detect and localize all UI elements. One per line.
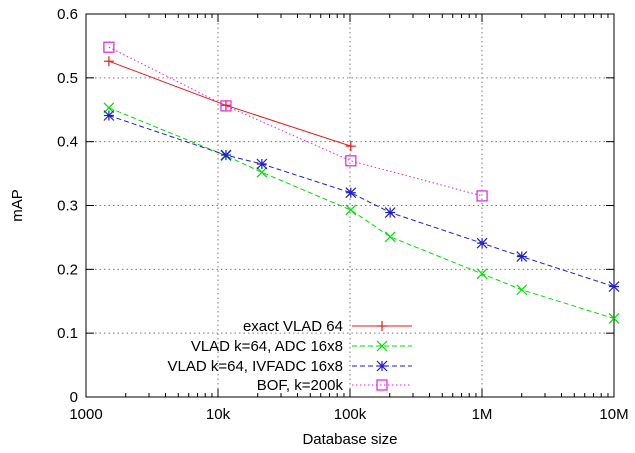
data-point	[608, 281, 620, 292]
legend: exact VLAD 64 VLAD k=64, ADC 16x8 VLAD k=6…	[167, 318, 412, 394]
legend-label: BOF, k=200k	[257, 377, 344, 394]
legend-label: VLAD k=64, IVFADC 16x8	[167, 358, 343, 375]
data-point	[384, 231, 396, 243]
data-point	[345, 141, 356, 152]
legend-label: exact VLAD 64	[243, 318, 343, 335]
data-point	[516, 251, 528, 262]
data-point	[103, 102, 115, 114]
x-tick-label: 1M	[472, 406, 493, 423]
y-tick-label: 0.3	[57, 198, 78, 215]
series-2	[103, 102, 620, 324]
data-point	[516, 284, 528, 296]
series-group	[103, 41, 620, 324]
y-tick-label: 0	[70, 389, 78, 406]
series-4	[103, 41, 488, 202]
legend-marker	[376, 340, 388, 352]
legend-entry: VLAD k=64, ADC 16x8	[191, 338, 412, 355]
data-point	[220, 100, 231, 111]
plot-frame	[85, 13, 615, 398]
legend-marker	[377, 321, 387, 331]
y-tick-label: 0.5	[57, 70, 78, 87]
grid-lines	[86, 14, 614, 397]
data-point	[476, 237, 488, 249]
series-line	[108, 115, 615, 288]
legend-entry: BOF, k=200k	[257, 377, 412, 394]
x-tick-label: 100k	[334, 406, 367, 423]
x-tick-label: 10M	[599, 406, 628, 423]
data-point	[345, 187, 357, 199]
axis-ticks: 0 0.1 0.2 0.3 0.4 0.5 0.6 1000 10k 100k 1M 10M	[57, 6, 628, 423]
data-point	[345, 204, 357, 216]
series-line	[108, 107, 615, 319]
data-point	[384, 207, 396, 218]
data-point	[220, 100, 232, 112]
y-tick-label: 0.1	[57, 325, 78, 342]
legend-entry: VLAD k=64, IVFADC 16x8	[167, 358, 412, 375]
data-point	[103, 110, 115, 121]
data-point	[103, 56, 114, 67]
y-axis-title: mAP	[9, 189, 26, 222]
series-line	[108, 46, 483, 197]
legend-entry: exact VLAD 64	[243, 318, 412, 335]
data-point	[256, 158, 268, 170]
y-tick-label: 0.4	[57, 134, 78, 151]
y-tick-label: 0.2	[57, 261, 78, 278]
data-point	[103, 41, 115, 53]
data-point	[345, 155, 357, 167]
legend-label: VLAD k=64, ADC 16x8	[191, 338, 343, 355]
x-axis-title: Database size	[302, 431, 397, 448]
series-3	[103, 110, 620, 292]
data-point	[476, 268, 488, 280]
legend-marker	[376, 360, 388, 372]
x-tick-label: 10k	[206, 406, 231, 423]
y-tick-label: 0.6	[57, 6, 78, 23]
data-point	[476, 190, 488, 202]
x-tick-label: 1000	[69, 406, 102, 423]
series-line	[108, 60, 351, 147]
legend-marker	[376, 379, 388, 391]
data-point	[220, 149, 232, 161]
data-point	[256, 166, 268, 178]
series-1	[103, 56, 356, 152]
data-point	[608, 313, 620, 324]
